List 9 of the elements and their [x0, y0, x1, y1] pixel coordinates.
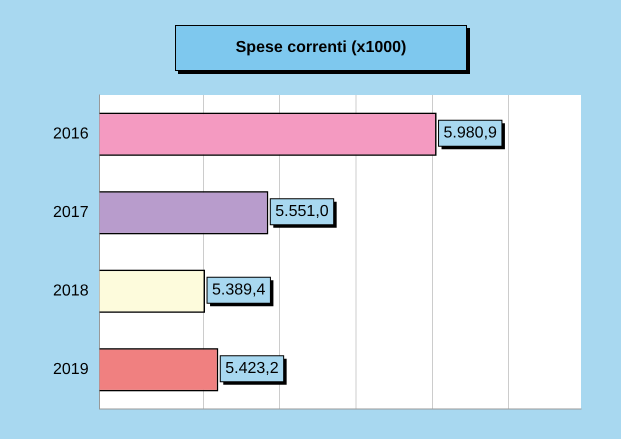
chart-title: Spese correnti (x1000) — [175, 25, 467, 71]
data-label: 5.551,0 — [275, 203, 329, 220]
y-tick-label: 2016 — [53, 126, 89, 143]
data-label: 5.980,9 — [444, 124, 498, 142]
data-label: 5.423,2 — [225, 360, 279, 378]
y-tick-label: 2018 — [53, 282, 89, 300]
y-tick-label: 2017 — [53, 204, 89, 222]
data-label: 5.389,4 — [212, 282, 266, 299]
y-tick-label: 2019 — [53, 361, 89, 378]
